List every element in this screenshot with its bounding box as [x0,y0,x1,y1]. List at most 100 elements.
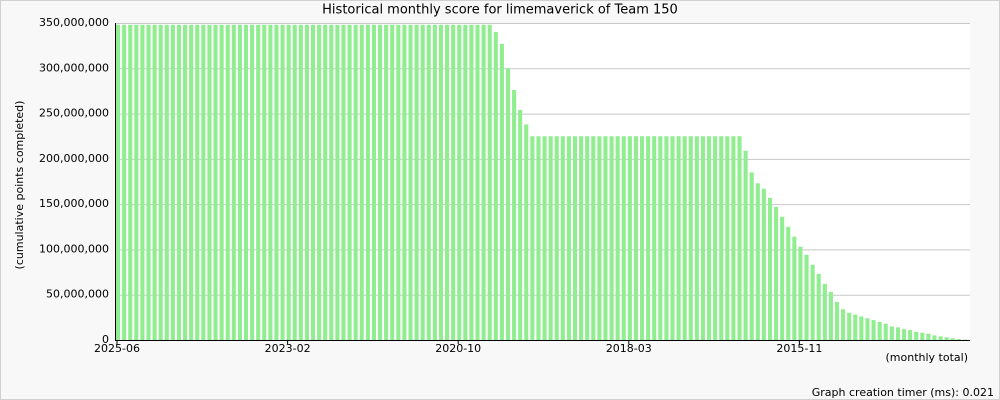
bar [116,24,121,340]
bar [609,136,614,340]
bar [213,24,218,340]
bar [877,321,882,340]
x-axis-label: (monthly total) [886,351,969,364]
bar [457,24,462,340]
bar [810,264,815,340]
bar [883,323,888,340]
bar [676,136,681,340]
bar [451,24,456,340]
bar [694,136,699,340]
bar [895,327,900,340]
bar [639,136,645,340]
bar [731,136,736,340]
bar [621,136,626,340]
bar [530,136,535,340]
bar [499,43,504,341]
bar [304,24,309,340]
bar [317,24,322,340]
bar [743,150,748,340]
bar [377,24,383,340]
y-tick-label: 200,000,000 [39,152,109,165]
bar [274,24,279,340]
x-tick-label: 2023-02 [265,342,311,355]
bar [152,24,157,340]
bar [475,24,480,340]
y-tick-label: 50,000,000 [46,288,109,301]
y-tick-label: 100,000,000 [39,242,109,255]
bar [189,24,194,340]
bar [633,136,638,340]
bar [585,136,590,340]
bar [670,136,675,340]
bar [780,216,785,340]
bar [926,333,931,340]
bar [664,136,669,340]
bar [688,136,693,340]
bar [560,136,565,340]
bar [353,24,358,340]
bar [950,338,955,340]
bar [359,24,364,340]
bar [481,24,486,340]
bar [524,124,529,340]
bar [548,136,553,340]
x-tick-label: 2025-06 [94,342,140,355]
bar [804,254,809,340]
bar [938,336,943,340]
y-tick-label: 150,000,000 [39,197,109,210]
bar [164,24,169,340]
bar [408,24,413,340]
bar [512,90,517,340]
bar [956,339,961,340]
bar [816,273,821,340]
bar [170,24,175,340]
bar [518,109,523,340]
bar [700,136,706,340]
bar [566,136,571,340]
bar [176,24,182,340]
bar [834,301,840,340]
bar [134,24,139,340]
bar [237,24,242,340]
bar [786,226,791,340]
y-tick-label: 350,000,000 [39,16,109,29]
bar [128,24,133,340]
x-tick-label: 2020-10 [435,342,481,355]
y-axis-label: (cumulative points completed) [13,101,26,270]
bar [445,24,450,340]
bar [627,136,632,340]
bar [310,24,316,340]
bar [536,136,541,340]
bar [822,283,827,340]
bar [615,136,620,340]
bar [487,24,492,340]
bar [371,24,376,340]
bar [256,24,261,340]
y-tick-label: 0 [102,333,109,346]
bar [146,24,151,340]
bar [908,330,913,340]
bar [286,24,291,340]
bar [901,329,907,340]
bar [469,24,474,340]
bar [420,24,425,340]
bar [737,136,742,340]
bar [579,136,584,340]
bar [914,331,919,340]
bar [682,136,687,340]
bar [207,24,212,340]
bar [828,291,833,340]
bar [225,24,230,340]
bar [749,172,754,340]
bar [798,246,803,340]
bar [572,136,578,340]
bar [944,337,949,340]
y-tick-label: 300,000,000 [39,61,109,74]
bar [865,318,870,340]
bar [847,312,852,340]
bar [591,136,596,340]
footer: Graph creation timer (ms): 0.021 [812,386,994,399]
bar [707,136,712,340]
bar [463,24,468,340]
